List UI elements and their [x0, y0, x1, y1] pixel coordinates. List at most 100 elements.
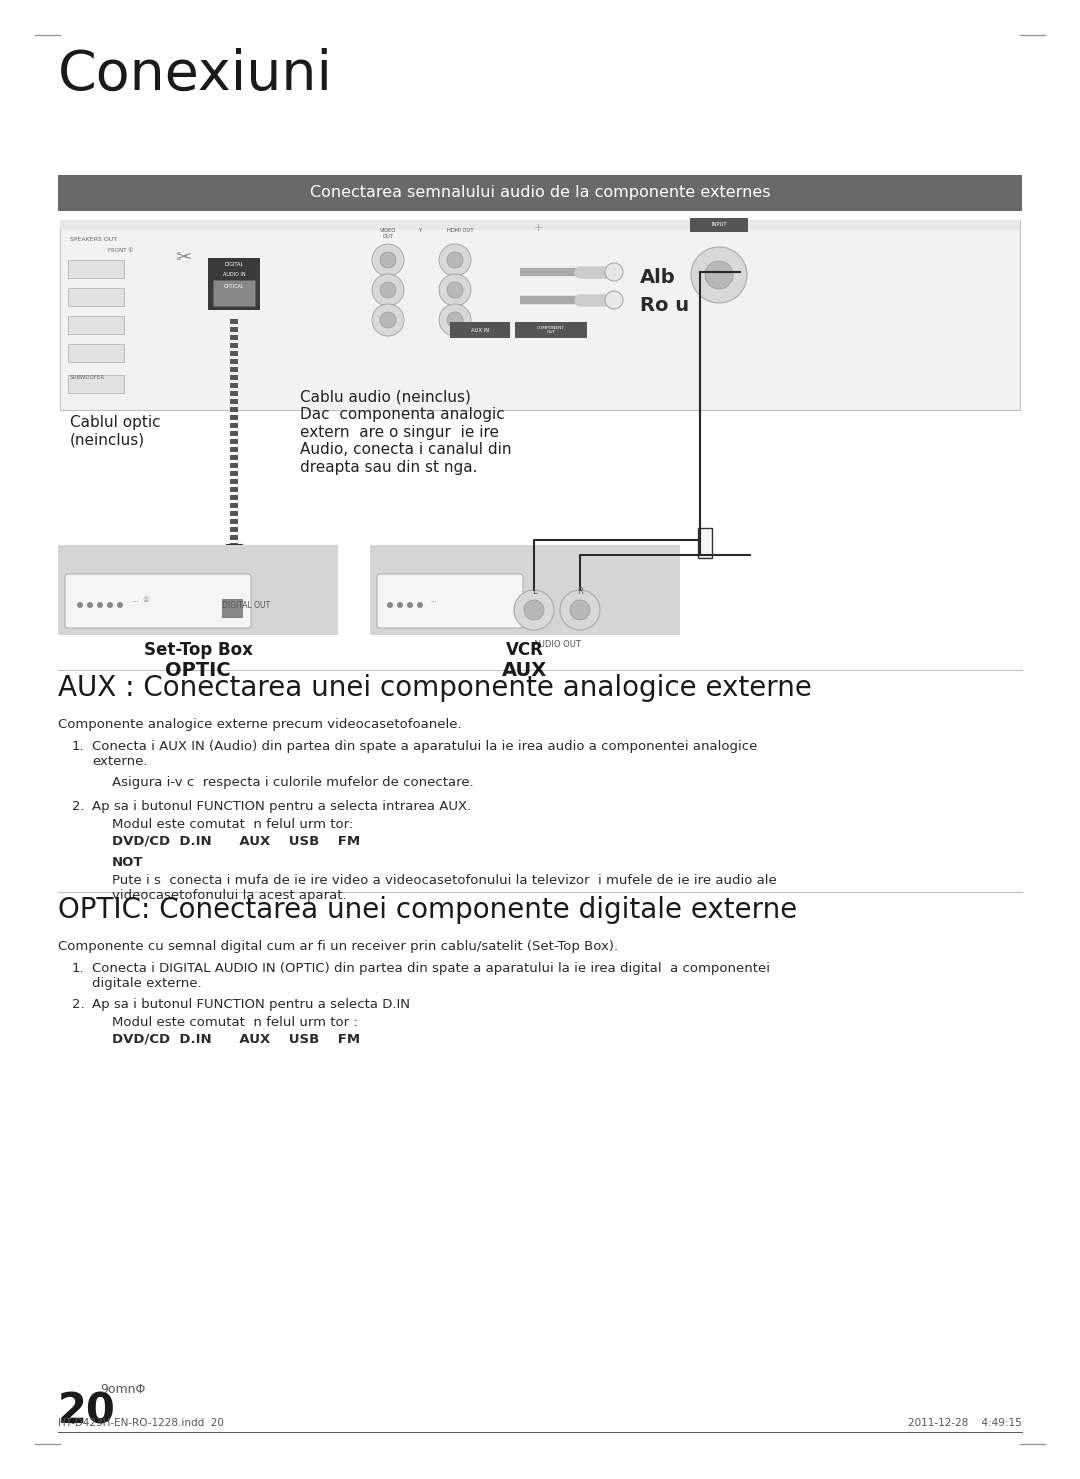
Text: ✂: ✂	[175, 248, 191, 268]
Circle shape	[438, 305, 471, 336]
Text: Cablul optic
(neinclus): Cablul optic (neinclus)	[70, 416, 161, 448]
Text: Set-Top Box: Set-Top Box	[144, 640, 253, 660]
Bar	[230, 319, 238, 324]
Text: Componente analogice externe precum videocasetofoanele.: Componente analogice externe precum vide…	[58, 717, 461, 731]
Bar	[230, 416, 238, 420]
Text: Y: Y	[418, 228, 421, 234]
Circle shape	[380, 312, 396, 328]
Circle shape	[87, 602, 93, 608]
Circle shape	[397, 602, 403, 608]
Text: COMPONENT
OUT: COMPONENT OUT	[537, 325, 565, 334]
Text: DIGITAL OUT: DIGITAL OUT	[222, 600, 270, 609]
Text: INPUT: INPUT	[712, 222, 727, 228]
Bar	[230, 367, 238, 373]
Text: SPEAKERS OUT: SPEAKERS OUT	[70, 237, 117, 243]
Text: +: +	[534, 223, 542, 234]
Circle shape	[417, 602, 423, 608]
Circle shape	[407, 602, 413, 608]
Text: AUDIO IN: AUDIO IN	[222, 272, 245, 277]
Bar	[230, 351, 238, 356]
Bar	[68, 345, 124, 362]
Bar	[230, 479, 238, 484]
Bar	[230, 359, 238, 364]
Circle shape	[705, 260, 733, 288]
Bar	[230, 399, 238, 404]
Text: DVD/CD  D.IN      AUX    USB    FM: DVD/CD D.IN AUX USB FM	[112, 1032, 360, 1046]
Text: AUX : Conectarea unei componente analogice externe: AUX : Conectarea unei componente analogi…	[58, 674, 812, 703]
Bar	[230, 376, 238, 380]
Bar	[208, 257, 260, 311]
Bar	[60, 220, 1020, 410]
Bar	[230, 439, 238, 444]
Text: Modul este comutat  n felul urm tor:: Modul este comutat n felul urm tor:	[112, 818, 353, 831]
Circle shape	[561, 590, 600, 630]
Circle shape	[447, 251, 463, 268]
Circle shape	[438, 244, 471, 277]
Text: OPTIC: OPTIC	[165, 661, 231, 680]
Circle shape	[514, 590, 554, 630]
Bar	[230, 519, 238, 524]
Circle shape	[107, 602, 113, 608]
Bar	[68, 317, 124, 334]
Text: 1.: 1.	[72, 740, 84, 753]
Text: FRONT ①: FRONT ①	[108, 248, 133, 253]
Circle shape	[77, 602, 83, 608]
Circle shape	[372, 305, 404, 336]
Bar	[230, 503, 238, 507]
Bar	[68, 288, 124, 306]
Bar	[230, 383, 238, 387]
Bar	[230, 336, 238, 340]
Bar	[230, 512, 238, 516]
Bar	[68, 376, 124, 393]
Circle shape	[691, 247, 747, 303]
Text: HT-D423H-EN-RO-1228.indd  20: HT-D423H-EN-RO-1228.indd 20	[58, 1418, 224, 1429]
Bar	[230, 430, 238, 436]
Bar	[230, 327, 238, 331]
Bar	[230, 390, 238, 396]
FancyBboxPatch shape	[65, 574, 251, 629]
Text: 20: 20	[58, 1390, 116, 1432]
Circle shape	[447, 312, 463, 328]
Text: ...  ①: ... ①	[132, 598, 149, 603]
Text: Conectarea semnalului audio de la componente externes: Conectarea semnalului audio de la compon…	[310, 185, 770, 201]
Text: 2.: 2.	[72, 800, 84, 813]
Text: OPTIC: Conectarea unei componente digitale externe: OPTIC: Conectarea unei componente digita…	[58, 896, 797, 924]
Circle shape	[438, 274, 471, 306]
Circle shape	[447, 282, 463, 297]
Bar	[230, 456, 238, 460]
Text: VCR: VCR	[507, 640, 544, 660]
Circle shape	[380, 282, 396, 297]
Text: Conecta i AUX IN (Audio) din partea din spate a aparatului la ie irea audio a co: Conecta i AUX IN (Audio) din partea din …	[92, 740, 757, 768]
Text: OPTICAL: OPTICAL	[224, 284, 244, 288]
Circle shape	[605, 263, 623, 281]
Bar	[213, 280, 255, 306]
Bar	[370, 544, 680, 634]
Circle shape	[372, 274, 404, 306]
Text: Alb: Alb	[640, 268, 676, 287]
Circle shape	[524, 600, 544, 620]
FancyBboxPatch shape	[377, 574, 523, 629]
Bar	[226, 544, 242, 556]
Bar	[515, 322, 588, 339]
Text: DVD/CD  D.IN      AUX    USB    FM: DVD/CD D.IN AUX USB FM	[112, 834, 360, 847]
Bar	[690, 217, 748, 232]
Bar	[230, 495, 238, 500]
Bar	[230, 543, 238, 549]
Circle shape	[380, 251, 396, 268]
Bar	[698, 528, 712, 558]
Text: HDMI OUT: HDMI OUT	[447, 228, 473, 234]
Text: R: R	[577, 587, 583, 596]
Circle shape	[605, 291, 623, 309]
Circle shape	[97, 602, 103, 608]
Bar	[222, 599, 242, 617]
Bar	[230, 470, 238, 476]
Text: SUBWOOFER: SUBWOOFER	[70, 376, 105, 380]
Text: AUX IN: AUX IN	[471, 327, 489, 333]
Text: Ap sa i butonul FUNCTION pentru a selecta intrarea AUX.: Ap sa i butonul FUNCTION pentru a select…	[92, 800, 471, 813]
Text: Ro u: Ro u	[640, 296, 689, 315]
Bar	[230, 343, 238, 348]
Text: Conecta i DIGITAL AUDIO IN (OPTIC) din partea din spate a aparatului la ie irea : Conecta i DIGITAL AUDIO IN (OPTIC) din p…	[92, 961, 770, 989]
Text: Ap sa i butonul FUNCTION pentru a selecta D.IN: Ap sa i butonul FUNCTION pentru a select…	[92, 998, 410, 1012]
Text: Componente cu semnal digital cum ar fi un receiver prin cablu/satelit (Set-Top B: Componente cu semnal digital cum ar fi u…	[58, 941, 618, 952]
Bar	[58, 175, 1022, 211]
